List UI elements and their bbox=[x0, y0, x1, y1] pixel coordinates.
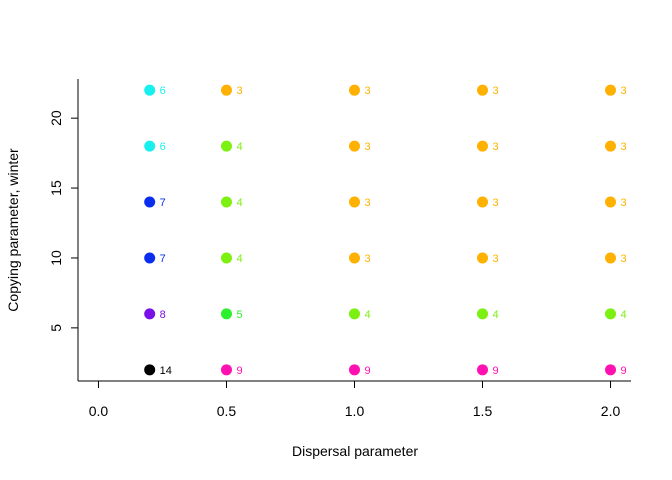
data-point-label: 4 bbox=[621, 309, 627, 321]
data-point bbox=[220, 308, 232, 320]
data-point-label: 3 bbox=[365, 141, 371, 153]
data-point bbox=[605, 84, 617, 96]
x-tick-label: 0.5 bbox=[217, 403, 237, 419]
data-point bbox=[477, 140, 489, 152]
data-point-label: 3 bbox=[236, 85, 242, 97]
data-point bbox=[144, 252, 156, 264]
axes: 0.0 0.5 1.0 1.5 2.0 5 10 15 20 bbox=[48, 79, 631, 419]
data-point-label: 14 bbox=[160, 365, 172, 377]
data-point bbox=[349, 84, 360, 96]
data-point bbox=[605, 308, 617, 320]
x-tick-label: 1.5 bbox=[473, 403, 493, 419]
data-point-label: 4 bbox=[236, 197, 242, 209]
data-point-label: 9 bbox=[236, 365, 242, 377]
data-point-label: 9 bbox=[493, 365, 499, 377]
data-point bbox=[144, 308, 156, 320]
data-point bbox=[349, 140, 360, 152]
data-point-label: 3 bbox=[365, 197, 371, 209]
data-point bbox=[349, 308, 360, 320]
data-point-label: 7 bbox=[160, 197, 166, 209]
data-point bbox=[605, 140, 617, 152]
data-point bbox=[220, 84, 232, 96]
data-point-label: 4 bbox=[493, 309, 499, 321]
data-point-label: 3 bbox=[621, 141, 627, 153]
data-point bbox=[349, 364, 360, 376]
data-point-label: 6 bbox=[160, 141, 166, 153]
y-tick-label: 10 bbox=[48, 250, 64, 266]
data-point-label: 9 bbox=[365, 365, 371, 377]
data-point bbox=[220, 196, 232, 208]
x-tick-label: 1.0 bbox=[345, 403, 365, 419]
data-point-label: 3 bbox=[493, 197, 499, 209]
data-point-label: 3 bbox=[365, 85, 371, 97]
data-point bbox=[144, 196, 156, 208]
data-point-label: 9 bbox=[621, 365, 627, 377]
data-point-label: 3 bbox=[493, 85, 499, 97]
y-tick-label: 20 bbox=[48, 110, 64, 126]
data-point-label: 3 bbox=[621, 85, 627, 97]
data-point bbox=[605, 196, 617, 208]
data-point bbox=[349, 196, 360, 208]
data-point-label: 3 bbox=[621, 197, 627, 209]
data-point bbox=[220, 140, 232, 152]
data-point-label: 8 bbox=[160, 309, 166, 321]
data-point bbox=[144, 84, 156, 96]
plot-area: 14 8 7 7 6 6 9 5 4 4 4 3 9 4 3 3 3 3 9 4 3 3 3 3 9 4 3 3 3 3 bbox=[144, 84, 627, 377]
y-axis-title: Copying parameter, winter bbox=[5, 148, 21, 312]
data-point-label: 7 bbox=[160, 253, 166, 265]
data-point bbox=[477, 364, 489, 376]
y-tick-label: 5 bbox=[48, 324, 64, 332]
data-point-label: 6 bbox=[160, 85, 166, 97]
data-point-label: 3 bbox=[621, 253, 627, 265]
data-point bbox=[220, 364, 232, 376]
x-axis-title: Dispersal parameter bbox=[292, 443, 418, 459]
data-point bbox=[477, 252, 489, 264]
y-tick-label: 15 bbox=[48, 180, 64, 196]
data-point bbox=[477, 84, 489, 96]
x-tick-label: 0.0 bbox=[89, 403, 109, 419]
data-point bbox=[349, 252, 360, 264]
data-point bbox=[220, 252, 232, 264]
data-point-label: 4 bbox=[365, 309, 371, 321]
data-point-label: 3 bbox=[493, 141, 499, 153]
data-point bbox=[477, 196, 489, 208]
data-point bbox=[477, 308, 489, 320]
data-point bbox=[144, 140, 156, 152]
data-point-label: 5 bbox=[236, 309, 242, 321]
x-tick-label: 2.0 bbox=[601, 403, 621, 419]
data-point bbox=[605, 364, 617, 376]
data-point bbox=[144, 364, 156, 376]
data-point-label: 4 bbox=[236, 141, 242, 153]
data-point-label: 3 bbox=[493, 253, 499, 265]
data-point-label: 3 bbox=[365, 253, 371, 265]
data-point-label: 4 bbox=[236, 253, 242, 265]
data-point bbox=[605, 252, 617, 264]
